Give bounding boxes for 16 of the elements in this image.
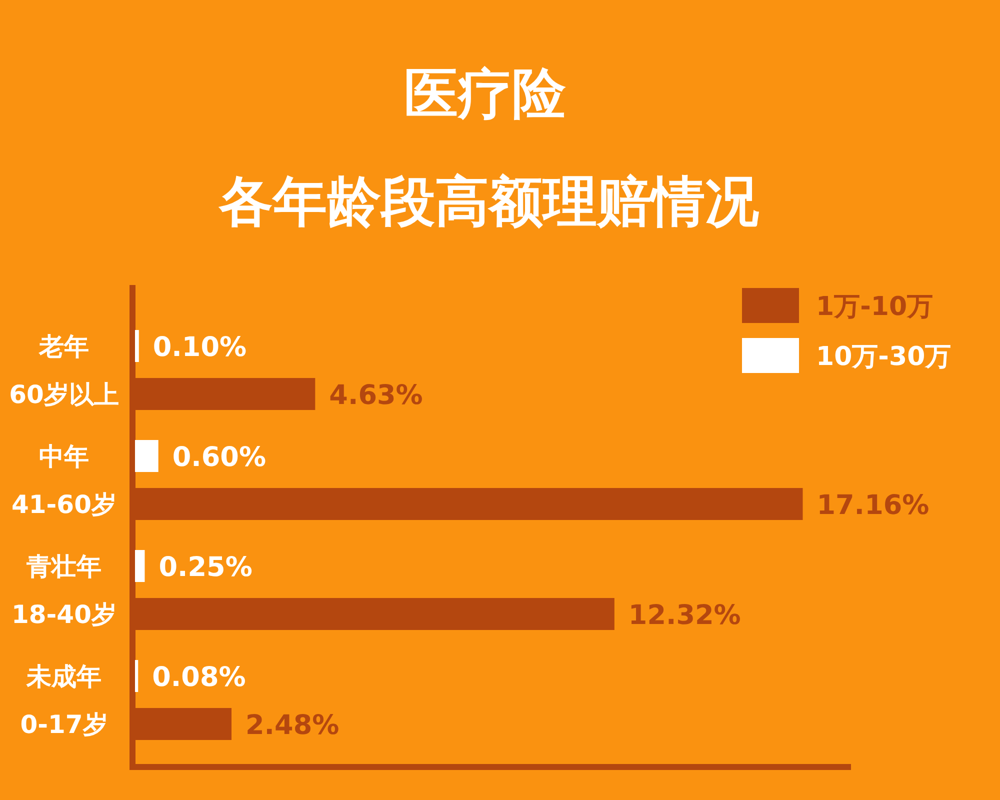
data-label: 0.08% [152,662,246,693]
title: 医疗险 [404,62,566,125]
data-label: 0.60% [172,442,266,473]
data-label: 12.32% [628,600,741,631]
category-label: 老年 60岁以上 [9,332,119,409]
data-label: 17.16% [816,490,930,521]
data-label: 0.10% [152,332,247,363]
category-label: 青壮年 18-40岁 [12,552,116,629]
category-label: 未成年 0-17岁 [20,662,108,739]
legend-label: 1万-10万 [816,292,934,322]
category-label: 中年 41-60岁 [12,442,116,519]
data-label: 2.48% [246,710,340,741]
legend-label: 10万-30万 [816,342,952,372]
subtitle: 各年龄段高额理赔情况 [219,170,759,233]
data-label: 0.25% [158,552,252,583]
data-label: 4.63% [329,380,423,411]
